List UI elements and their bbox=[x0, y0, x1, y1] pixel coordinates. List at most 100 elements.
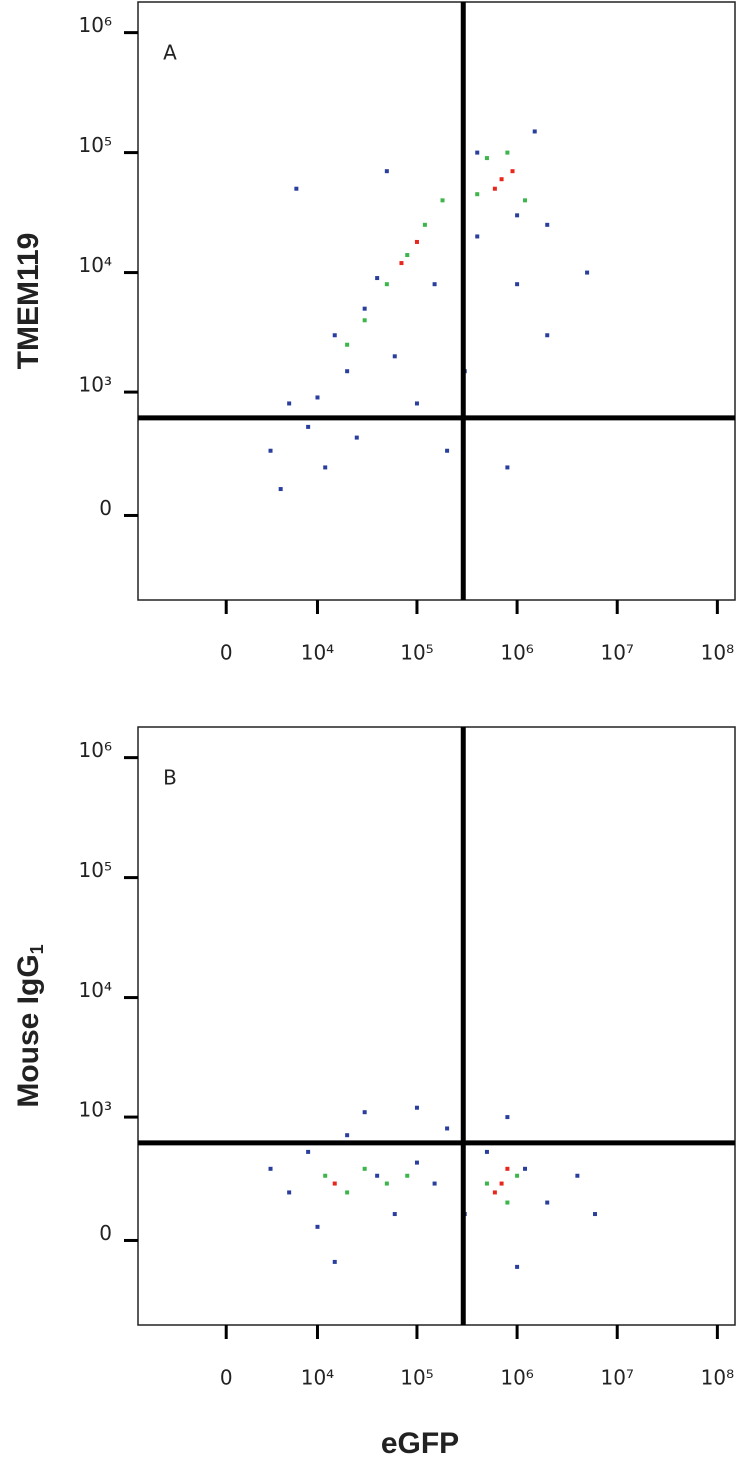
dot bbox=[306, 1149, 311, 1154]
y-tick-label: 10⁵ bbox=[79, 133, 112, 157]
y-tick-label: 0 bbox=[99, 1221, 112, 1245]
dot bbox=[362, 1166, 367, 1171]
dot bbox=[414, 401, 419, 406]
x-axis-label: eGFP bbox=[381, 1427, 459, 1460]
x-tick-label: 10⁴ bbox=[301, 1366, 334, 1390]
x-tick-label: 10⁸ bbox=[701, 1366, 734, 1390]
dot bbox=[545, 333, 550, 338]
y-tick-label: 10³ bbox=[79, 373, 112, 397]
dot bbox=[475, 234, 480, 239]
dot bbox=[294, 186, 299, 191]
dot bbox=[375, 1173, 380, 1178]
dot bbox=[432, 282, 437, 287]
dot bbox=[545, 222, 550, 227]
y-tick-label: 10⁵ bbox=[79, 858, 112, 882]
dot bbox=[440, 198, 445, 203]
x-tick-label: 10⁵ bbox=[400, 641, 433, 665]
dot bbox=[515, 1264, 520, 1269]
y-axis-label-sub: 1 bbox=[27, 944, 47, 954]
dot bbox=[492, 186, 497, 191]
dot bbox=[505, 465, 510, 470]
x-tick-label: 10⁴ bbox=[301, 641, 334, 665]
dot bbox=[362, 1110, 367, 1115]
dot bbox=[505, 1115, 510, 1120]
dot bbox=[585, 270, 590, 275]
dot bbox=[499, 177, 504, 182]
dot bbox=[505, 1200, 510, 1205]
dot bbox=[345, 1133, 350, 1138]
dot bbox=[405, 253, 410, 258]
dot bbox=[362, 318, 367, 323]
dot bbox=[332, 1259, 337, 1264]
dot bbox=[323, 1173, 328, 1178]
x-tick-label: 10⁶ bbox=[500, 641, 533, 665]
dot bbox=[268, 1166, 273, 1171]
y-tick-label: 10⁴ bbox=[79, 253, 112, 277]
dot bbox=[414, 239, 419, 244]
dot bbox=[392, 1212, 397, 1217]
y-axis-label-main: TMEM119 bbox=[12, 233, 45, 370]
dot bbox=[375, 276, 380, 281]
dot bbox=[405, 1173, 410, 1178]
dot bbox=[315, 395, 320, 400]
dot bbox=[414, 1105, 419, 1110]
dot bbox=[268, 448, 273, 453]
dot bbox=[515, 282, 520, 287]
dot bbox=[354, 435, 359, 440]
dot bbox=[475, 150, 480, 155]
dot bbox=[445, 1126, 450, 1131]
y-tick-label: 10⁴ bbox=[79, 978, 112, 1002]
x-tick-label: 10⁶ bbox=[500, 1366, 533, 1390]
dot bbox=[484, 1181, 489, 1186]
dot bbox=[523, 198, 528, 203]
dot bbox=[414, 1160, 419, 1165]
dot bbox=[445, 448, 450, 453]
dot bbox=[384, 169, 389, 174]
x-tick-label: 0 bbox=[220, 641, 233, 665]
panel-label: A bbox=[163, 41, 177, 65]
x-tick-label: 10⁷ bbox=[600, 641, 633, 665]
dot bbox=[332, 333, 337, 338]
x-tick-label: 10⁸ bbox=[701, 641, 734, 665]
dot bbox=[345, 342, 350, 347]
dot bbox=[392, 354, 397, 359]
dot bbox=[432, 1181, 437, 1186]
dot bbox=[523, 1166, 528, 1171]
y-axis-label: TMEM119 bbox=[12, 233, 45, 370]
dot bbox=[287, 1190, 292, 1195]
dot bbox=[332, 1181, 337, 1186]
dot bbox=[593, 1212, 598, 1217]
y-tick-label: 10³ bbox=[79, 1098, 112, 1122]
y-tick-label: 0 bbox=[99, 496, 112, 520]
dot bbox=[315, 1224, 320, 1229]
dot bbox=[532, 129, 537, 134]
dot bbox=[278, 487, 283, 492]
dot bbox=[345, 369, 350, 374]
dot bbox=[362, 306, 367, 311]
x-tick-label: 0 bbox=[220, 1366, 233, 1390]
y-tick-label: 10⁶ bbox=[79, 738, 112, 762]
dot bbox=[384, 282, 389, 287]
y-tick-label: 10⁶ bbox=[79, 13, 112, 37]
dot bbox=[484, 156, 489, 161]
dot bbox=[499, 1181, 504, 1186]
panel-label: B bbox=[163, 766, 177, 790]
dot bbox=[492, 1190, 497, 1195]
dot bbox=[505, 1166, 510, 1171]
dot bbox=[515, 213, 520, 218]
dot bbox=[545, 1200, 550, 1205]
dot bbox=[575, 1173, 580, 1178]
y-axis-label-main: Mouse IgG bbox=[12, 954, 45, 1107]
dot bbox=[384, 1181, 389, 1186]
dot bbox=[323, 465, 328, 470]
dot bbox=[345, 1190, 350, 1195]
dot bbox=[515, 1173, 520, 1178]
x-tick-label: 10⁷ bbox=[600, 1366, 633, 1390]
dot bbox=[510, 169, 515, 174]
plot-frame bbox=[137, 726, 736, 1326]
x-tick-label: 10⁵ bbox=[400, 1366, 433, 1390]
dot bbox=[306, 424, 311, 429]
y-axis-label: Mouse IgG1 bbox=[12, 944, 47, 1107]
dot bbox=[505, 150, 510, 155]
